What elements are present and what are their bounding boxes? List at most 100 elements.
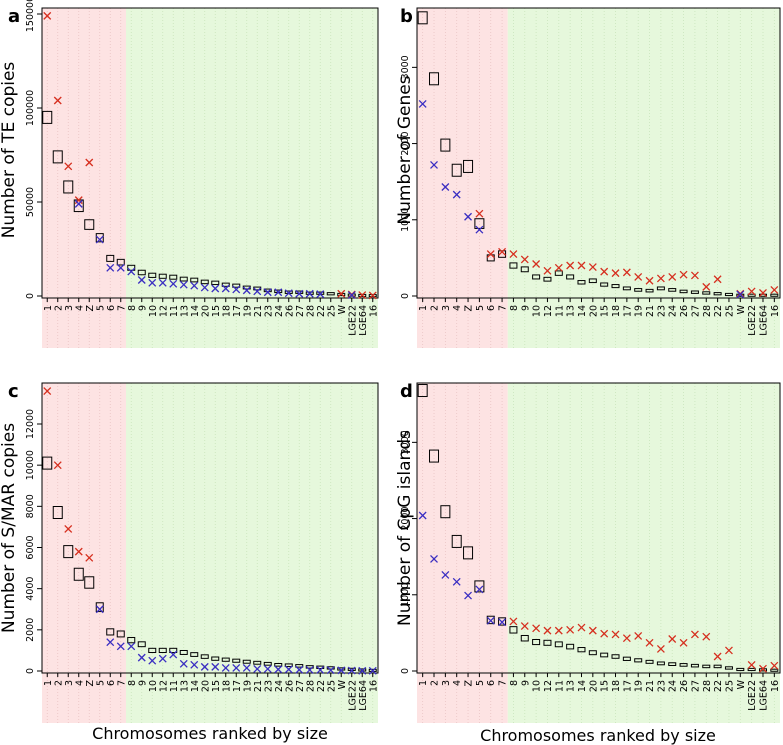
- x-tick-label: 20: [588, 305, 599, 317]
- blue-cross-marker: [326, 666, 335, 675]
- box-marker: [263, 661, 272, 666]
- red-cross-marker: [747, 660, 756, 669]
- x-tick-label: 19: [634, 305, 645, 317]
- blue-cross-marker: [106, 263, 115, 272]
- box-marker: [232, 283, 241, 288]
- box-marker: [463, 546, 474, 560]
- x-tick-label: 13: [566, 680, 577, 692]
- x-tick-label: 21: [253, 305, 264, 317]
- blue-cross-marker: [116, 263, 125, 272]
- y-tick-label: 3000: [400, 55, 411, 79]
- red-cross-marker: [520, 622, 529, 630]
- box-marker: [554, 270, 563, 276]
- y-axis-label: Number of TE copies: [0, 62, 19, 239]
- box-marker: [634, 288, 643, 292]
- blue-cross-marker: [441, 571, 450, 579]
- y-tick-label: 0: [25, 668, 36, 674]
- box-marker: [95, 233, 104, 243]
- x-tick-label: 9: [137, 680, 148, 686]
- blue-cross-marker: [169, 650, 178, 659]
- blue-cross-marker: [179, 280, 188, 289]
- box-marker: [116, 258, 125, 266]
- x-tick-label: Z: [85, 305, 96, 312]
- red-cross-marker: [520, 255, 529, 264]
- blue-cross-marker: [441, 183, 450, 191]
- x-tick-label: 27: [295, 305, 306, 317]
- x-tick-label: 11: [554, 305, 565, 317]
- x-tick-label: 12: [158, 680, 169, 692]
- red-cross-marker: [759, 288, 767, 297]
- x-tick-label: 27: [690, 305, 701, 317]
- x-tick-label: 25: [724, 680, 735, 692]
- x-tick-label: 26: [679, 305, 690, 317]
- red-cross-marker: [690, 271, 699, 280]
- y-tick-label: 50000: [25, 187, 36, 217]
- red-cross-marker: [74, 547, 83, 556]
- x-tick-label: 1: [418, 305, 429, 311]
- x-tick-label: LGE64: [758, 305, 769, 336]
- x-tick-label: 14: [190, 305, 201, 317]
- x-tick-label: 11: [554, 680, 565, 692]
- box-marker: [417, 11, 428, 25]
- box-marker: [429, 72, 440, 86]
- x-tick-label: 18: [611, 305, 622, 317]
- x-tick-label: 18: [221, 680, 232, 692]
- x-tick-label: 6: [486, 305, 497, 311]
- plot-frame: [416, 7, 781, 299]
- x-tick-label: Z: [464, 680, 475, 687]
- blue-cross-marker: [430, 160, 438, 169]
- box-marker: [242, 659, 251, 664]
- box-marker: [724, 666, 733, 670]
- blue-cross-marker: [158, 654, 167, 663]
- x-tick-label: 1: [418, 680, 429, 686]
- x-tick-label: LGE22: [747, 680, 758, 711]
- box-marker: [73, 567, 84, 581]
- large-chromosomes-region: [417, 8, 508, 348]
- red-cross-marker: [668, 272, 677, 281]
- x-tick-label: 5: [475, 305, 486, 311]
- x-tick-label: 10: [532, 680, 543, 692]
- box-marker: [148, 647, 157, 654]
- x-tick-label: 13: [179, 680, 190, 692]
- x-tick-label: LGE64: [358, 680, 369, 711]
- x-axis-label: Chromosomes ranked by size: [92, 724, 328, 743]
- x-tick-label: 13: [179, 305, 190, 317]
- x-tick-label: 25: [326, 305, 337, 317]
- large-chromosomes-region: [42, 383, 126, 723]
- x-tick-label: 4: [452, 305, 463, 311]
- box-marker: [211, 656, 220, 661]
- red-cross-marker: [747, 287, 756, 296]
- blue-cross-marker: [242, 286, 251, 295]
- red-cross-marker: [85, 158, 94, 167]
- x-tick-label: 4: [452, 680, 463, 686]
- box-marker: [179, 649, 188, 655]
- x-tick-label: 3: [64, 680, 75, 686]
- x-tick-label: 6: [106, 680, 117, 686]
- x-tick-label: 24: [668, 680, 679, 692]
- box-marker: [440, 138, 451, 152]
- blue-cross-marker: [74, 199, 83, 208]
- x-tick-label: 18: [611, 680, 622, 692]
- x-tick-label: 7: [498, 305, 509, 311]
- x-tick-label: 2: [53, 680, 64, 686]
- box-marker: [84, 219, 95, 230]
- x-tick-label: 3: [441, 680, 452, 686]
- blue-cross-marker: [347, 291, 356, 300]
- box-marker: [679, 289, 688, 294]
- box-marker: [63, 180, 74, 194]
- blue-cross-marker: [190, 660, 199, 669]
- panel-letter: a: [8, 6, 20, 27]
- blue-cross-marker: [368, 666, 377, 675]
- large-chromosomes-region: [417, 383, 508, 723]
- box-marker: [63, 545, 74, 559]
- box-marker: [498, 617, 507, 626]
- y-tick-label: 10000: [25, 450, 36, 480]
- red-cross-marker: [634, 272, 643, 281]
- box-marker: [106, 628, 115, 636]
- red-cross-marker: [509, 617, 518, 626]
- red-cross-marker: [554, 263, 563, 272]
- box-marker: [577, 647, 586, 653]
- panel-letter: b: [400, 6, 413, 27]
- x-tick-label: LGE64: [758, 680, 769, 711]
